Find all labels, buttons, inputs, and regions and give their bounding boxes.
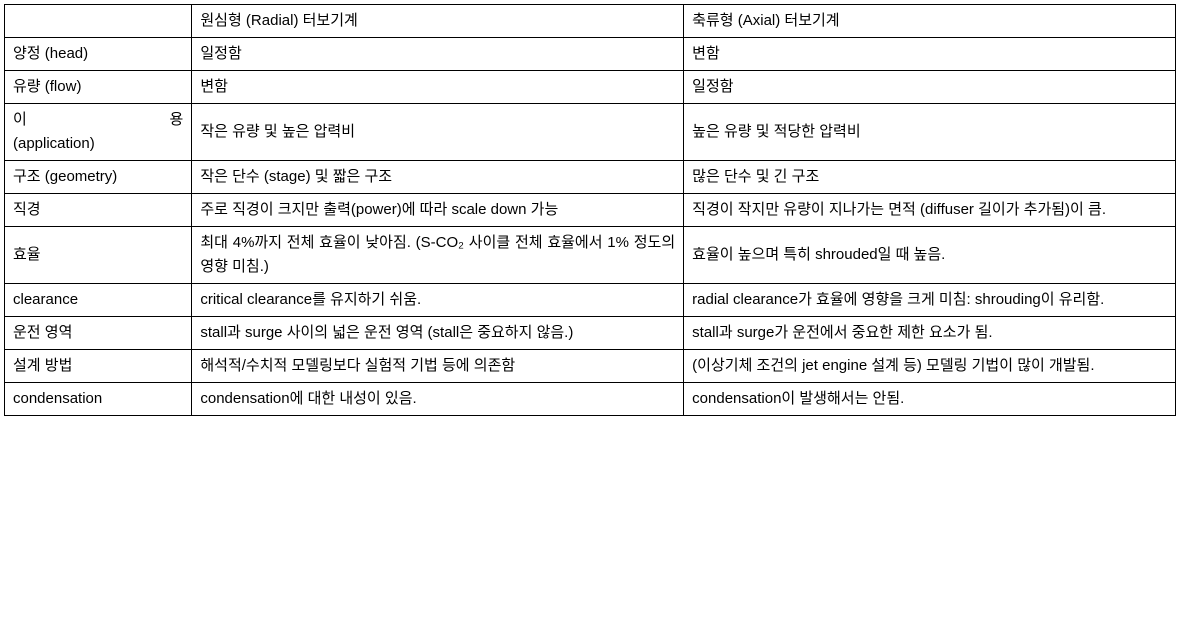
row-label: 유량 (flow) [5, 71, 192, 104]
row-axial: 직경이 작지만 유량이 지나가는 면적 (diffuser 길이가 추가됨)이 … [684, 194, 1176, 227]
table-row: 유량 (flow) 변함 일정함 [5, 71, 1176, 104]
header-label [5, 5, 192, 38]
row-axial: radial clearance가 효율에 영향을 크게 미침: shroudi… [684, 284, 1176, 317]
row-axial: 높은 유량 및 적당한 압력비 [684, 104, 1176, 161]
row-radial: 작은 단수 (stage) 및 짧은 구조 [192, 161, 684, 194]
table-row: 이 용 (application) 작은 유량 및 높은 압력비 높은 유량 및… [5, 104, 1176, 161]
row-axial: stall과 surge가 운전에서 중요한 제한 요소가 됨. [684, 317, 1176, 350]
row-radial: 작은 유량 및 높은 압력비 [192, 104, 684, 161]
row-label: condensation [5, 383, 192, 416]
row-radial: condensation에 대한 내성이 있음. [192, 383, 684, 416]
row-axial: 변함 [684, 38, 1176, 71]
row-label: 효율 [5, 227, 192, 284]
table-row: 효율 최대 4%까지 전체 효율이 낮아짐. (S-CO₂ 사이클 전체 효율에… [5, 227, 1176, 284]
row-label: 구조 (geometry) [5, 161, 192, 194]
row-radial: 변함 [192, 71, 684, 104]
row-axial: 효율이 높으며 특히 shrouded일 때 높음. [684, 227, 1176, 284]
row-axial: (이상기체 조건의 jet engine 설계 등) 모델링 기법이 많이 개발… [684, 350, 1176, 383]
row-radial: 최대 4%까지 전체 효율이 낮아짐. (S-CO₂ 사이클 전체 효율에서 1… [192, 227, 684, 284]
row-label: 이 용 (application) [5, 104, 192, 161]
comparison-table: 원심형 (Radial) 터보기계 축류형 (Axial) 터보기계 양정 (h… [4, 4, 1176, 416]
header-row: 원심형 (Radial) 터보기계 축류형 (Axial) 터보기계 [5, 5, 1176, 38]
table-row: clearance critical clearance를 유지하기 쉬움. r… [5, 284, 1176, 317]
table-row: 양정 (head) 일정함 변함 [5, 38, 1176, 71]
row-radial: 일정함 [192, 38, 684, 71]
header-radial: 원심형 (Radial) 터보기계 [192, 5, 684, 38]
row-radial: 해석적/수치적 모델링보다 실험적 기법 등에 의존함 [192, 350, 684, 383]
row-label: clearance [5, 284, 192, 317]
row-label: 운전 영역 [5, 317, 192, 350]
row-axial: condensation이 발생해서는 안됨. [684, 383, 1176, 416]
row-label: 양정 (head) [5, 38, 192, 71]
row-axial: 일정함 [684, 71, 1176, 104]
table-row: condensation condensation에 대한 내성이 있음. co… [5, 383, 1176, 416]
row-label: 직경 [5, 194, 192, 227]
row-label: 설계 방법 [5, 350, 192, 383]
table-row: 직경 주로 직경이 크지만 출력(power)에 따라 scale down 가… [5, 194, 1176, 227]
table-row: 설계 방법 해석적/수치적 모델링보다 실험적 기법 등에 의존함 (이상기체 … [5, 350, 1176, 383]
row-axial: 많은 단수 및 긴 구조 [684, 161, 1176, 194]
header-axial: 축류형 (Axial) 터보기계 [684, 5, 1176, 38]
table-row: 운전 영역 stall과 surge 사이의 넓은 운전 영역 (stall은 … [5, 317, 1176, 350]
row-radial: stall과 surge 사이의 넓은 운전 영역 (stall은 중요하지 않… [192, 317, 684, 350]
table-row: 구조 (geometry) 작은 단수 (stage) 및 짧은 구조 많은 단… [5, 161, 1176, 194]
row-radial: 주로 직경이 크지만 출력(power)에 따라 scale down 가능 [192, 194, 684, 227]
row-radial: critical clearance를 유지하기 쉬움. [192, 284, 684, 317]
